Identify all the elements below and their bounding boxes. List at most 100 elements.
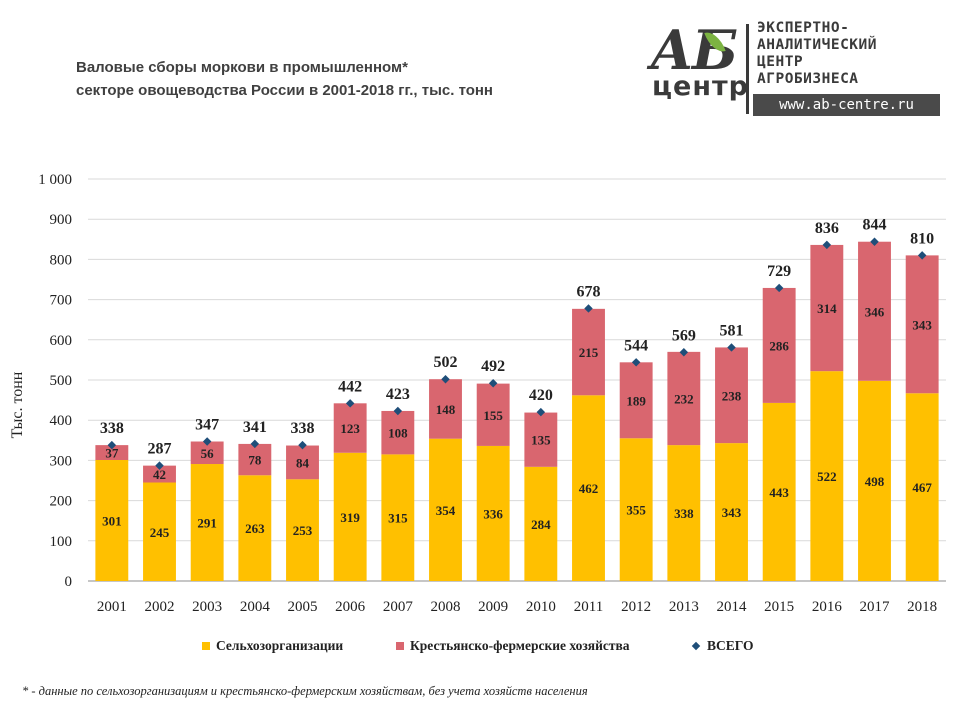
bar-agri-orgs[interactable]	[143, 482, 176, 581]
bar-farms[interactable]	[333, 403, 367, 453]
data-label-farms: 189	[626, 393, 646, 408]
data-label-agri-orgs: 522	[817, 469, 837, 484]
bar-farms[interactable]	[715, 347, 748, 444]
total-marker[interactable]	[488, 378, 498, 388]
bar-agri-orgs[interactable]	[381, 454, 415, 581]
total-marker[interactable]	[584, 304, 593, 313]
x-tick-label: 2002	[145, 599, 175, 615]
y-tick-label: 500	[50, 373, 73, 389]
legend-item-total[interactable]: ВСЕГО	[691, 636, 754, 656]
bar-farms[interactable]	[286, 445, 319, 480]
total-marker[interactable]	[441, 374, 450, 384]
data-label-farms: 238	[722, 388, 742, 403]
data-label-total: 581	[720, 322, 744, 339]
y-axis-ticks: 0 100 200 300 400 500 600 700 800 900 1 000	[38, 172, 72, 590]
data-label-farms: 314	[817, 301, 837, 316]
total-marker[interactable]	[774, 283, 784, 293]
chart-legend: Сельхозорганизации Крестьянско-фермерски…	[0, 636, 960, 656]
bar-farms[interactable]	[95, 445, 129, 460]
bar-agri-orgs[interactable]	[619, 438, 653, 581]
x-tick-label: 2018	[907, 599, 937, 615]
bar-farms[interactable]	[429, 379, 462, 439]
legend-item-agri-orgs[interactable]: Сельхозорганизации	[202, 636, 343, 656]
logo-url[interactable]: www.ab-centre.ru	[753, 94, 940, 116]
data-label-farms: 78	[248, 453, 262, 468]
bar-agri-orgs[interactable]	[190, 464, 224, 581]
bar-agri-orgs[interactable]	[905, 393, 939, 581]
bar-farms[interactable]	[572, 308, 605, 396]
x-tick-label: 2009	[478, 599, 508, 615]
bar-farms[interactable]	[762, 287, 796, 403]
bar-farms[interactable]	[810, 244, 844, 372]
data-label-agri-orgs: 462	[579, 481, 599, 496]
data-label-agri-orgs: 498	[865, 474, 885, 489]
bar-agri-orgs[interactable]	[333, 452, 367, 581]
legend-label-agri-orgs: Сельхозорганизации	[216, 638, 344, 653]
bar-agri-orgs[interactable]	[95, 459, 129, 581]
data-label-agri-orgs: 315	[388, 511, 408, 526]
data-label-farms: 37	[105, 446, 119, 461]
data-label-farms: 232	[674, 391, 694, 406]
bar-agri-orgs[interactable]	[715, 443, 748, 581]
x-tick-label: 2014	[717, 599, 748, 615]
bar-agri-orgs[interactable]	[286, 479, 319, 581]
bar-agri-orgs[interactable]	[762, 402, 796, 581]
bar-agri-orgs[interactable]	[667, 445, 701, 581]
bar-farms[interactable]	[858, 241, 891, 381]
total-marker[interactable]	[155, 461, 164, 470]
total-marker[interactable]	[536, 407, 546, 417]
y-tick-label: 100	[50, 534, 73, 550]
bar-farms[interactable]	[524, 412, 558, 467]
data-label-agri-orgs: 253	[293, 523, 313, 538]
total-marker[interactable]	[679, 348, 689, 357]
y-tick-label: 0	[65, 574, 73, 590]
bar-farms[interactable]	[619, 362, 653, 439]
x-tick-label: 2006	[335, 599, 366, 615]
bar-agri-orgs[interactable]	[810, 371, 844, 581]
data-label-total: 287	[148, 441, 172, 458]
logo-caption-line-2: АНАЛИТИЧЕСКИЙ	[757, 37, 877, 53]
x-axis-ticks: 2001 2002 2003 2004 2005 2006 2007 2008 2009 2010…	[97, 599, 937, 615]
gridlines	[88, 178, 946, 582]
bar-agri-orgs[interactable]	[476, 445, 510, 581]
x-tick-label: 2003	[192, 599, 222, 615]
total-marker[interactable]	[393, 406, 403, 416]
bar-farms[interactable]	[238, 443, 272, 476]
bar-farms[interactable]	[667, 351, 701, 446]
total-marker[interactable]	[727, 343, 736, 352]
data-label-total: 544	[624, 337, 648, 354]
total-marker[interactable]	[345, 399, 355, 408]
x-tick-label: 2005	[288, 599, 318, 615]
bar-agri-orgs[interactable]	[429, 438, 462, 581]
bar-agri-orgs[interactable]	[238, 475, 272, 581]
data-label-total: 836	[815, 220, 839, 237]
total-marker[interactable]	[202, 437, 212, 446]
logo-mark: АБ центр	[646, 22, 749, 114]
logo-mark-centr: центр	[652, 71, 749, 102]
data-label-farms: 148	[436, 402, 456, 417]
bar-agri-orgs[interactable]	[572, 395, 605, 581]
bar-farms[interactable]	[905, 255, 939, 394]
logo-caption-line-1: ЭКСПЕРТНО-	[757, 20, 850, 36]
total-marker[interactable]	[631, 358, 641, 367]
bar-farms[interactable]	[381, 410, 415, 455]
total-marker[interactable]	[107, 440, 117, 450]
bar-agri-orgs[interactable]	[858, 380, 891, 581]
total-marker[interactable]	[250, 439, 260, 449]
data-label-farms: 286	[769, 338, 789, 353]
data-label-total: 569	[672, 327, 696, 344]
y-tick-label: 700	[50, 293, 73, 309]
data-label-farms: 215	[579, 345, 599, 360]
bar-farms[interactable]	[190, 441, 224, 465]
y-tick-label: 300	[50, 453, 73, 469]
data-label-agri-orgs: 338	[674, 506, 694, 521]
bar-agri-orgs[interactable]	[524, 466, 558, 581]
bar-farms[interactable]	[476, 383, 510, 446]
data-label-farms: 135	[531, 433, 551, 448]
legend-item-farms[interactable]: Крестьянско-фермерские хозяйства	[396, 636, 630, 656]
data-label-farms: 56	[201, 446, 215, 461]
chart-title: Валовые сборы моркови в промышленном* се…	[76, 56, 596, 102]
x-tick-label: 2013	[669, 599, 699, 615]
total-marker[interactable]	[298, 440, 307, 450]
bar-farms[interactable]	[143, 465, 176, 483]
